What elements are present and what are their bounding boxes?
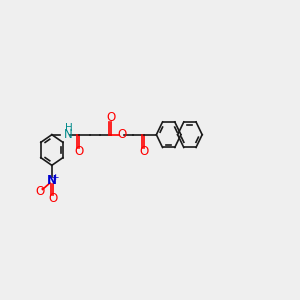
Text: N: N — [47, 174, 57, 187]
Text: N: N — [64, 128, 72, 141]
Text: O: O — [117, 128, 126, 141]
Text: H: H — [65, 123, 73, 133]
Text: O: O — [74, 145, 83, 158]
Text: -: - — [41, 183, 44, 193]
Text: +: + — [52, 173, 59, 182]
Text: O: O — [49, 192, 58, 205]
Text: O: O — [35, 185, 45, 198]
Text: O: O — [140, 145, 149, 158]
Text: O: O — [106, 111, 116, 124]
